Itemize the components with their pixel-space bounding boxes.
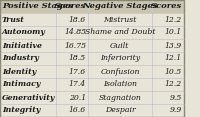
- FancyBboxPatch shape: [88, 78, 152, 91]
- FancyBboxPatch shape: [0, 52, 56, 65]
- FancyBboxPatch shape: [56, 78, 88, 91]
- Text: Despair: Despair: [105, 106, 135, 115]
- Text: 12.2: 12.2: [165, 15, 182, 24]
- Text: Generativity: Generativity: [2, 93, 55, 102]
- FancyBboxPatch shape: [0, 91, 56, 104]
- FancyBboxPatch shape: [152, 13, 184, 26]
- FancyBboxPatch shape: [0, 78, 56, 91]
- Text: Positive Stages: Positive Stages: [2, 2, 73, 11]
- Text: 10.5: 10.5: [165, 68, 182, 75]
- Text: 17.4: 17.4: [69, 80, 86, 88]
- FancyBboxPatch shape: [0, 104, 56, 117]
- Text: 18.6: 18.6: [69, 15, 86, 24]
- FancyBboxPatch shape: [88, 91, 152, 104]
- Text: 12.1: 12.1: [165, 55, 182, 62]
- Text: 10.1: 10.1: [165, 29, 182, 37]
- Text: Inferiority: Inferiority: [100, 55, 140, 62]
- FancyBboxPatch shape: [88, 13, 152, 26]
- Text: Isolation: Isolation: [103, 80, 137, 88]
- FancyBboxPatch shape: [152, 0, 184, 13]
- FancyBboxPatch shape: [0, 26, 56, 39]
- Text: Mistrust: Mistrust: [103, 15, 137, 24]
- Text: Scores: Scores: [151, 2, 182, 11]
- Text: Identity: Identity: [2, 68, 36, 75]
- FancyBboxPatch shape: [152, 78, 184, 91]
- FancyBboxPatch shape: [56, 65, 88, 78]
- FancyBboxPatch shape: [152, 52, 184, 65]
- Text: 18.5: 18.5: [69, 55, 86, 62]
- FancyBboxPatch shape: [88, 26, 152, 39]
- Text: 16.75: 16.75: [64, 42, 86, 49]
- FancyBboxPatch shape: [152, 91, 184, 104]
- Text: 16.6: 16.6: [69, 106, 86, 115]
- FancyBboxPatch shape: [152, 26, 184, 39]
- FancyBboxPatch shape: [56, 91, 88, 104]
- FancyBboxPatch shape: [56, 0, 88, 13]
- FancyBboxPatch shape: [88, 65, 152, 78]
- FancyBboxPatch shape: [56, 26, 88, 39]
- FancyBboxPatch shape: [88, 0, 152, 13]
- FancyBboxPatch shape: [88, 39, 152, 52]
- Text: Trust: Trust: [2, 15, 25, 24]
- FancyBboxPatch shape: [56, 13, 88, 26]
- Text: Scores: Scores: [55, 2, 86, 11]
- FancyBboxPatch shape: [88, 104, 152, 117]
- FancyBboxPatch shape: [152, 39, 184, 52]
- FancyBboxPatch shape: [56, 39, 88, 52]
- FancyBboxPatch shape: [56, 104, 88, 117]
- FancyBboxPatch shape: [152, 104, 184, 117]
- Text: Negative Stages: Negative Stages: [82, 2, 158, 11]
- Text: 17.6: 17.6: [69, 68, 86, 75]
- FancyBboxPatch shape: [88, 52, 152, 65]
- FancyBboxPatch shape: [0, 0, 56, 13]
- Text: Autonomy: Autonomy: [2, 29, 46, 37]
- Text: Initiative: Initiative: [2, 42, 42, 49]
- Text: 12.2: 12.2: [165, 80, 182, 88]
- Text: Guilt: Guilt: [110, 42, 130, 49]
- Text: Confusion: Confusion: [100, 68, 140, 75]
- Text: 13.9: 13.9: [165, 42, 182, 49]
- FancyBboxPatch shape: [56, 52, 88, 65]
- FancyBboxPatch shape: [0, 39, 56, 52]
- FancyBboxPatch shape: [152, 65, 184, 78]
- Text: Shame and Doubt: Shame and Doubt: [85, 29, 155, 37]
- Text: Integrity: Integrity: [2, 106, 40, 115]
- Text: 9.9: 9.9: [170, 106, 182, 115]
- Text: 14.85: 14.85: [64, 29, 86, 37]
- Text: 20.1: 20.1: [69, 93, 86, 102]
- Text: Stagnation: Stagnation: [99, 93, 141, 102]
- Text: 9.5: 9.5: [170, 93, 182, 102]
- Text: Intimacy: Intimacy: [2, 80, 40, 88]
- FancyBboxPatch shape: [0, 13, 56, 26]
- FancyBboxPatch shape: [0, 65, 56, 78]
- Text: Industry: Industry: [2, 55, 39, 62]
